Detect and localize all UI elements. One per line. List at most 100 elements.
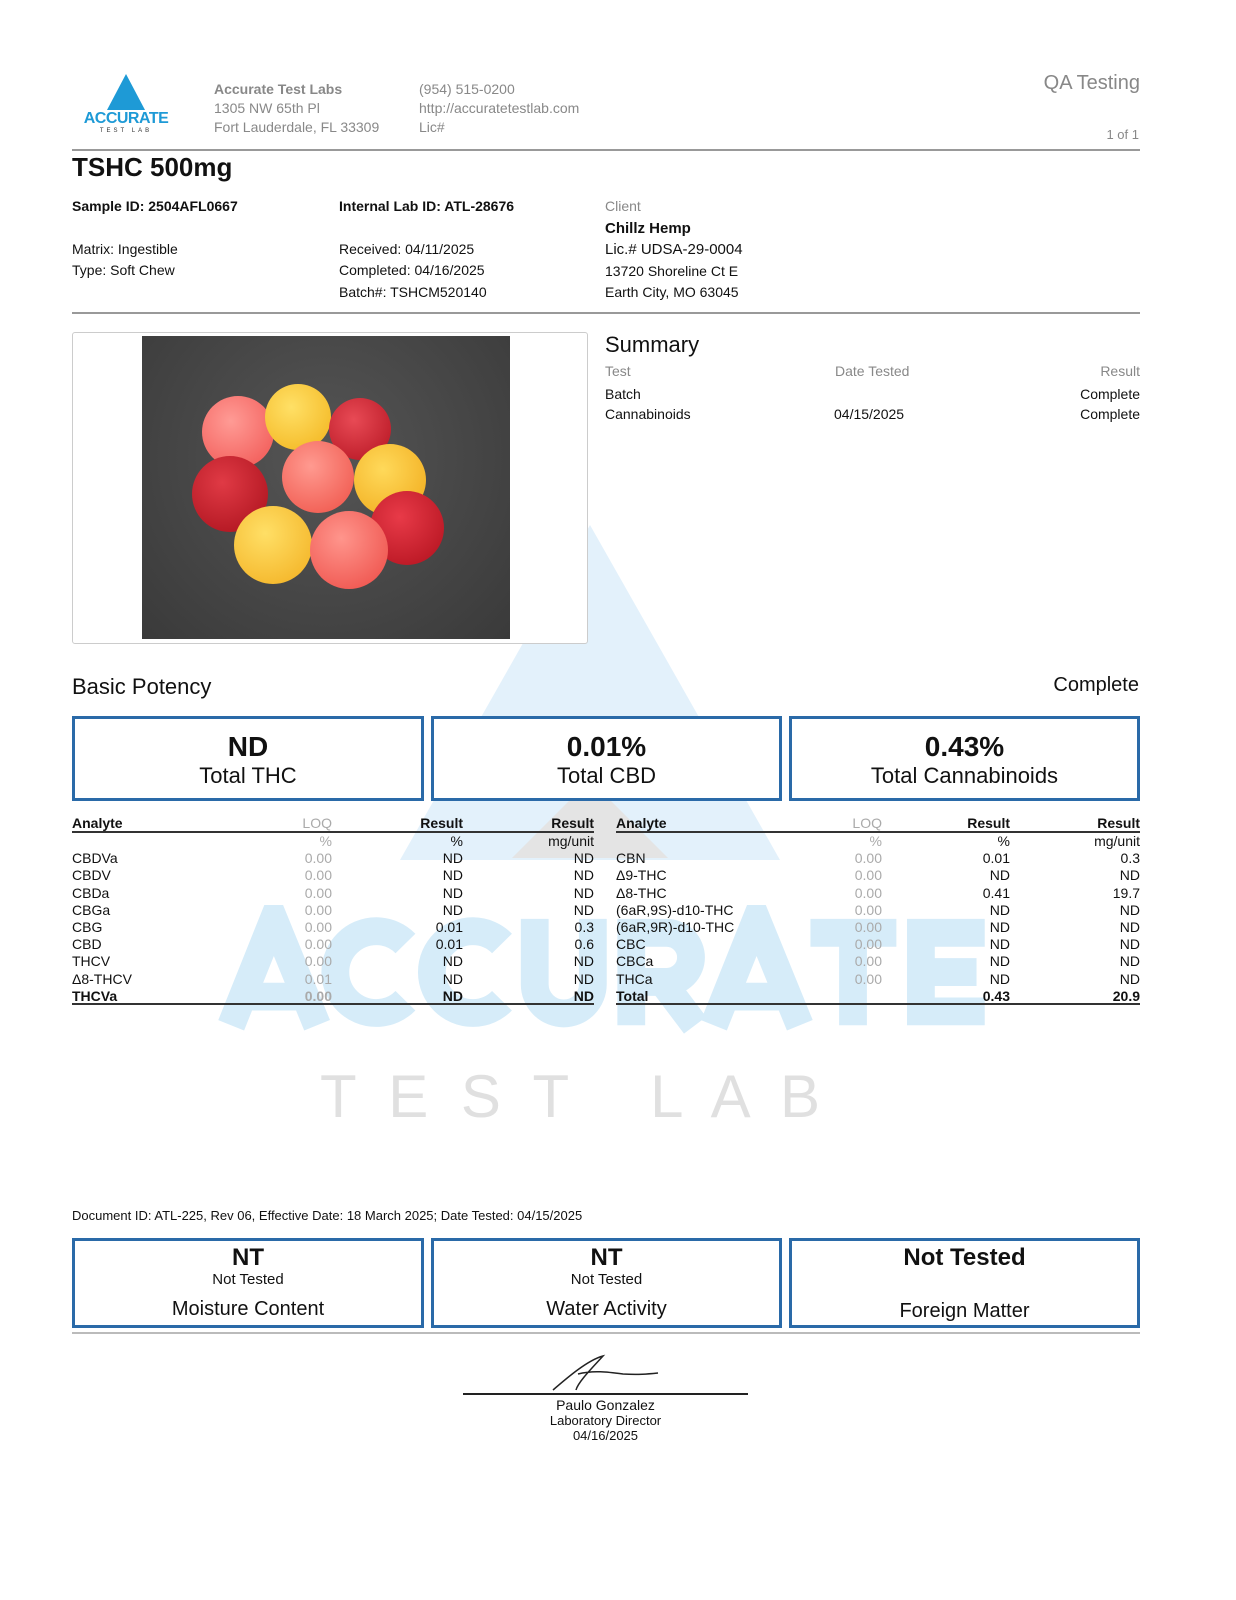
lab-name: Accurate Test Labs [214, 81, 343, 97]
result-mg-cell: 19.7 [1112, 884, 1140, 901]
analyte-cell: Analyte [616, 815, 667, 831]
moisture-content-card: NT Not Tested Moisture Content [72, 1238, 424, 1328]
result-mg-cell: ND [573, 884, 594, 901]
loq-cell: 0.00 [854, 970, 882, 987]
loq-cell: 0.00 [304, 918, 332, 935]
card-label: Total Cannabinoids [870, 763, 1059, 788]
matrix: Matrix: Ingestible [72, 240, 178, 257]
product-title: TSHC 500mg [72, 152, 233, 182]
type: Type: Soft Chew [72, 262, 175, 278]
result-percent-cell: 0.41 [982, 884, 1010, 901]
foreign-matter-card: Not Tested Foreign Matter [789, 1238, 1140, 1328]
card-value: NT [590, 1244, 623, 1271]
analyte-cell: THCV [72, 953, 111, 970]
total-cannabinoids-card: 0.43% Total Cannabinoids [789, 716, 1140, 801]
table-row: CBC 0.00 ND ND [616, 936, 1140, 953]
signer-title: Laboratory Director [549, 1413, 662, 1428]
signature [552, 1354, 659, 1391]
result-percent-cell: ND [989, 970, 1010, 987]
loq-cell: 0.01 [304, 970, 332, 987]
logo-triangle-icon [107, 74, 145, 110]
table-row: CBGa 0.00 ND ND [72, 902, 594, 919]
result-mg-cell: Result [1097, 815, 1140, 831]
card-value: ND [227, 731, 269, 762]
lab-address1: 1305 NW 65th Pl [214, 100, 320, 116]
loq-cell: 0.00 [304, 901, 332, 918]
result-mg-cell: 20.9 [1112, 987, 1140, 1004]
analyte-cell: Δ8-THC [616, 884, 667, 901]
analyte-cell: CBDVa [72, 850, 118, 867]
loq-cell: LOQ [852, 815, 882, 831]
table-row: CBN 0.00 0.01 0.3 [616, 850, 1140, 867]
result-percent-cell: ND [442, 953, 463, 970]
result-mg-cell: ND [573, 987, 594, 1004]
water-activity-card: NT Not Tested Water Activity [431, 1238, 782, 1328]
summary-row-date: 04/15/2025 [834, 406, 905, 422]
result-mg-cell: ND [573, 850, 594, 867]
result-percent-cell: 0.01 [435, 918, 463, 935]
result-percent-cell: 0.01 [435, 936, 463, 953]
doc-type: QA Testing [1043, 72, 1140, 94]
sample-id: Sample ID: 2504AFL0667 [72, 198, 238, 214]
result-percent-cell: ND [989, 901, 1010, 918]
lab-website[interactable]: http://accuratetestlab.com [419, 100, 580, 116]
table-units: %% mg/unit [616, 833, 1140, 850]
result-percent-cell: % [997, 833, 1010, 849]
summary-header-result: Result [1100, 363, 1140, 379]
result-mg-cell: ND [1119, 901, 1140, 918]
result-percent-cell: ND [442, 901, 463, 918]
watermark-subtext: T E S T L A B [320, 1063, 829, 1130]
card-label: Foreign Matter [899, 1300, 1030, 1322]
table-row: Δ8-THC 0.00 0.41 19.7 [616, 885, 1140, 902]
result-mg-cell: ND [1119, 953, 1140, 970]
analyte-cell: THCa [616, 970, 653, 987]
table-header: Analyte LOQ Result Result [72, 815, 594, 833]
loq-cell: 0.00 [854, 901, 882, 918]
result-mg-cell: 0.6 [574, 936, 594, 953]
result-percent-cell: ND [989, 918, 1010, 935]
analyte-cell: CBDa [72, 884, 110, 901]
client-license: Lic.# UDSA-29-0004 [605, 241, 743, 258]
table-row: THCVa 0.00 ND ND [72, 988, 594, 1005]
summary-row-result: Complete [1080, 406, 1140, 422]
loq-cell: 0.00 [304, 953, 332, 970]
potency-table-right: Analyte LOQ Result Result%% mg/unit CBN 0.00 0.… [616, 815, 1140, 1005]
analyte-cell: CBGa [72, 901, 111, 918]
client-label: Client [605, 198, 641, 214]
analyte-cell: Total [616, 987, 649, 1004]
table-row: CBG 0.00 0.01 0.3 [72, 919, 594, 936]
page-number: 1 of 1 [1106, 127, 1139, 142]
result-mg-cell: mg/unit [1094, 833, 1140, 849]
summary-title: Summary [605, 332, 700, 357]
analyte-cell: Analyte [72, 815, 123, 831]
loq-cell: 0.00 [854, 918, 882, 935]
card-label: Total CBD [556, 763, 657, 788]
result-percent-cell: ND [442, 850, 463, 867]
table-row: CBDV 0.00 ND ND [72, 867, 594, 884]
card-label: Moisture Content [171, 1298, 325, 1320]
result-percent-cell: ND [989, 936, 1010, 953]
summary-row-test: Cannabinoids [605, 406, 691, 422]
loq-cell: 0.00 [854, 850, 882, 867]
loq-cell: 0.00 [854, 867, 882, 884]
result-mg-cell: ND [573, 867, 594, 884]
table-row: CBDVa 0.00 ND ND [72, 850, 594, 867]
card-label: Water Activity [546, 1298, 667, 1320]
card-sub: Not Tested [212, 1271, 284, 1288]
card-sub: Not Tested [570, 1271, 643, 1288]
product-photo [142, 336, 510, 639]
table-row: (6aR,9S)-d10-THC 0.00 ND ND [616, 902, 1140, 919]
summary-header-test: Test [605, 363, 631, 379]
loq-cell: 0.00 [304, 850, 332, 867]
card-label: Total THC [199, 763, 297, 788]
lab-license: Lic# [419, 119, 445, 135]
analyte-cell: Δ8-THCV [72, 970, 132, 987]
card-value: Not Tested [903, 1244, 1026, 1271]
loq-cell: 0.00 [304, 987, 332, 1004]
potency-title: Basic Potency [72, 674, 212, 699]
lab-phone: (954) 515-0200 [419, 81, 515, 97]
total-cbd-card: 0.01% Total CBD [431, 716, 782, 801]
result-mg-cell: ND [1119, 918, 1140, 935]
result-percent-cell: Result [967, 815, 1010, 831]
loq-cell: 0.00 [304, 936, 332, 953]
